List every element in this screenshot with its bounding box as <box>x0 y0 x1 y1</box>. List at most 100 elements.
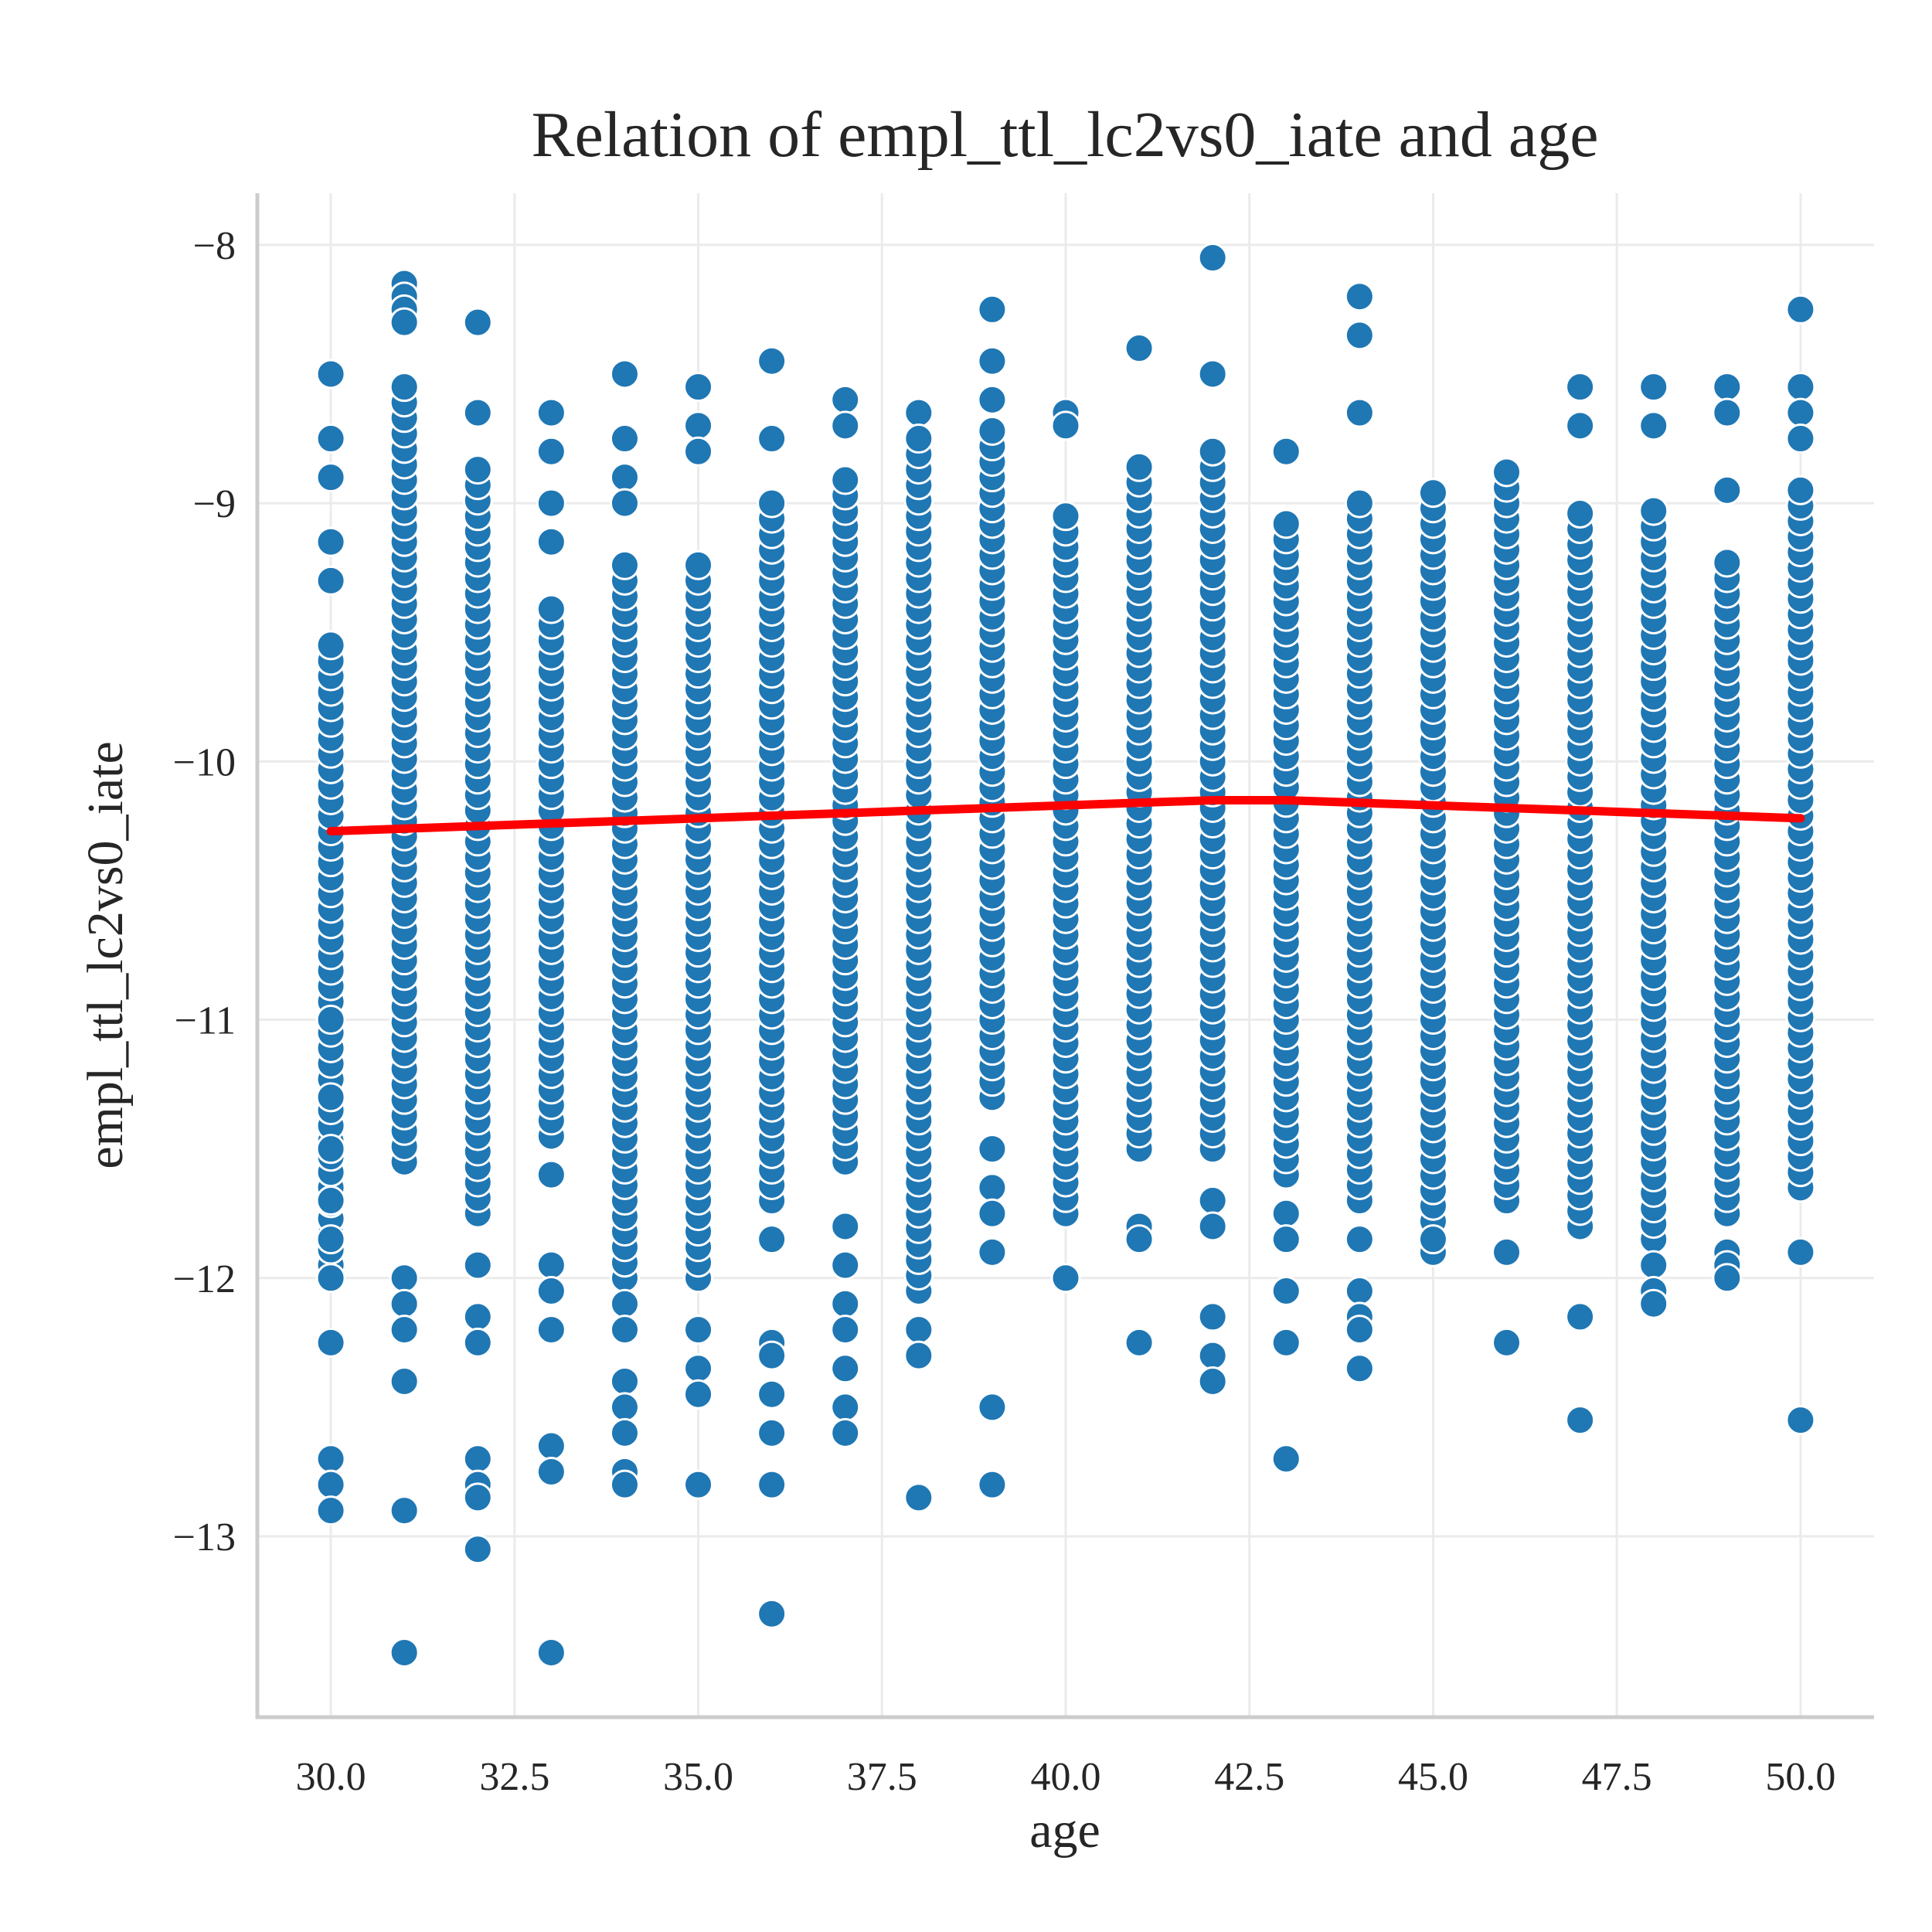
x-tick-label: 45.0 <box>1398 1755 1468 1799</box>
x-axis-ticks: 30.0 32.5 35.0 37.5 40.0 42.5 45.0 47.5 50.0 <box>296 1755 1836 1799</box>
scatter-point <box>389 1637 420 1668</box>
scatter-point <box>609 1469 640 1500</box>
scatter-point <box>757 345 787 376</box>
scatter-point <box>536 436 566 467</box>
scatter-point <box>315 526 346 557</box>
scatter-point <box>1197 1340 1228 1371</box>
scatter-point <box>1785 294 1816 325</box>
scatter-point <box>315 359 346 389</box>
scatter-point <box>1344 1224 1375 1255</box>
scatter-point <box>1344 488 1375 519</box>
scatter-point <box>1124 1224 1155 1255</box>
scatter-point <box>315 1134 346 1165</box>
scatter-point <box>977 384 1008 415</box>
scatter-point <box>1638 495 1669 526</box>
axis-spines <box>255 193 1874 1719</box>
scatter-point <box>830 1392 861 1423</box>
scatter-point <box>683 1379 714 1410</box>
scatter-point <box>462 397 493 428</box>
x-tick-label: 37.5 <box>847 1755 917 1799</box>
scatter-point <box>315 1495 346 1526</box>
scatter-point <box>462 1250 493 1281</box>
scatter-point <box>462 307 493 338</box>
scatter-point <box>1270 436 1301 467</box>
scatter-point <box>1638 372 1669 403</box>
scatter-point <box>1197 1211 1228 1242</box>
x-tick-label: 30.0 <box>296 1755 366 1799</box>
scatter-point <box>536 594 566 624</box>
scatter-point <box>757 488 787 519</box>
y-tick-label: −11 <box>175 999 236 1043</box>
chart-title: Relation of empl_ttl_lc2vs0_iate and age <box>532 99 1599 171</box>
scatter-point <box>683 1469 714 1500</box>
x-axis-label: age <box>1029 1802 1100 1859</box>
y-tick-label: −10 <box>173 740 236 784</box>
scatter-point <box>1638 1288 1669 1319</box>
scatter-point <box>1124 451 1155 482</box>
scatter-point <box>609 488 640 519</box>
scatter-point <box>315 423 346 454</box>
scatter-point <box>609 1288 640 1319</box>
scatter-point <box>1712 397 1743 428</box>
scatter-point <box>389 372 420 403</box>
scatter-point <box>315 1082 346 1113</box>
scatter-point <box>830 1288 861 1319</box>
x-tick-label: 47.5 <box>1582 1755 1652 1799</box>
scatter-point <box>1197 1301 1228 1332</box>
scatter-point <box>462 454 493 485</box>
scatter-point <box>903 423 934 454</box>
scatter-point <box>609 1392 640 1423</box>
scatter-point <box>1785 1236 1816 1267</box>
scatter-point <box>609 1417 640 1448</box>
scatter-point <box>1417 478 1448 509</box>
scatter-point <box>683 372 714 403</box>
scatter-point <box>1565 498 1596 529</box>
scatter-point <box>536 397 566 428</box>
scatter-point <box>389 1288 420 1319</box>
scatter-point <box>1638 410 1669 441</box>
scatter-point <box>315 1444 346 1475</box>
scatter-point <box>536 1637 566 1668</box>
scatter-point <box>830 1417 861 1448</box>
scatter-point <box>683 410 714 441</box>
scatter-point <box>977 1392 1008 1423</box>
y-tick-label: −8 <box>193 224 236 268</box>
scatter-point <box>609 359 640 389</box>
scatter-point <box>536 1430 566 1461</box>
x-tick-label: 50.0 <box>1765 1755 1835 1799</box>
y-axis-label: empl_ttl_lc2vs0_iate <box>77 741 134 1169</box>
scatter-point <box>830 384 861 415</box>
scatter-point <box>1270 1444 1301 1475</box>
scatter-point <box>536 526 566 557</box>
scatter-point <box>830 1315 861 1345</box>
scatter-point <box>1050 410 1081 441</box>
scatter-point <box>389 1315 420 1345</box>
scatter-point <box>1785 1405 1816 1436</box>
scatter-point <box>830 410 861 441</box>
scatter-point <box>903 397 934 428</box>
scatter-point <box>1124 1327 1155 1358</box>
scatter-point <box>1197 436 1228 467</box>
scatter-point <box>536 1315 566 1345</box>
scatter-point <box>830 1353 861 1384</box>
scatter-point <box>977 294 1008 325</box>
scatter-point <box>903 1315 934 1345</box>
scatter-point <box>315 1185 346 1216</box>
scatter-point <box>977 1236 1008 1267</box>
scatter-point <box>903 1340 934 1371</box>
scatter-point <box>1270 1327 1301 1358</box>
scatter-point <box>1712 547 1743 578</box>
scatter-point <box>683 549 714 580</box>
scatter-point <box>315 1327 346 1358</box>
scatter-point <box>757 1340 787 1371</box>
scatter-point <box>462 1534 493 1565</box>
scatter-point <box>315 1224 346 1255</box>
scatter-point <box>1565 372 1596 403</box>
scatter-point <box>609 462 640 493</box>
scatter-point <box>1270 1224 1301 1255</box>
x-tick-label: 40.0 <box>1031 1755 1101 1799</box>
y-tick-label: −12 <box>173 1257 236 1301</box>
scatter-point <box>1638 1250 1669 1281</box>
scatter-point <box>1712 372 1743 403</box>
